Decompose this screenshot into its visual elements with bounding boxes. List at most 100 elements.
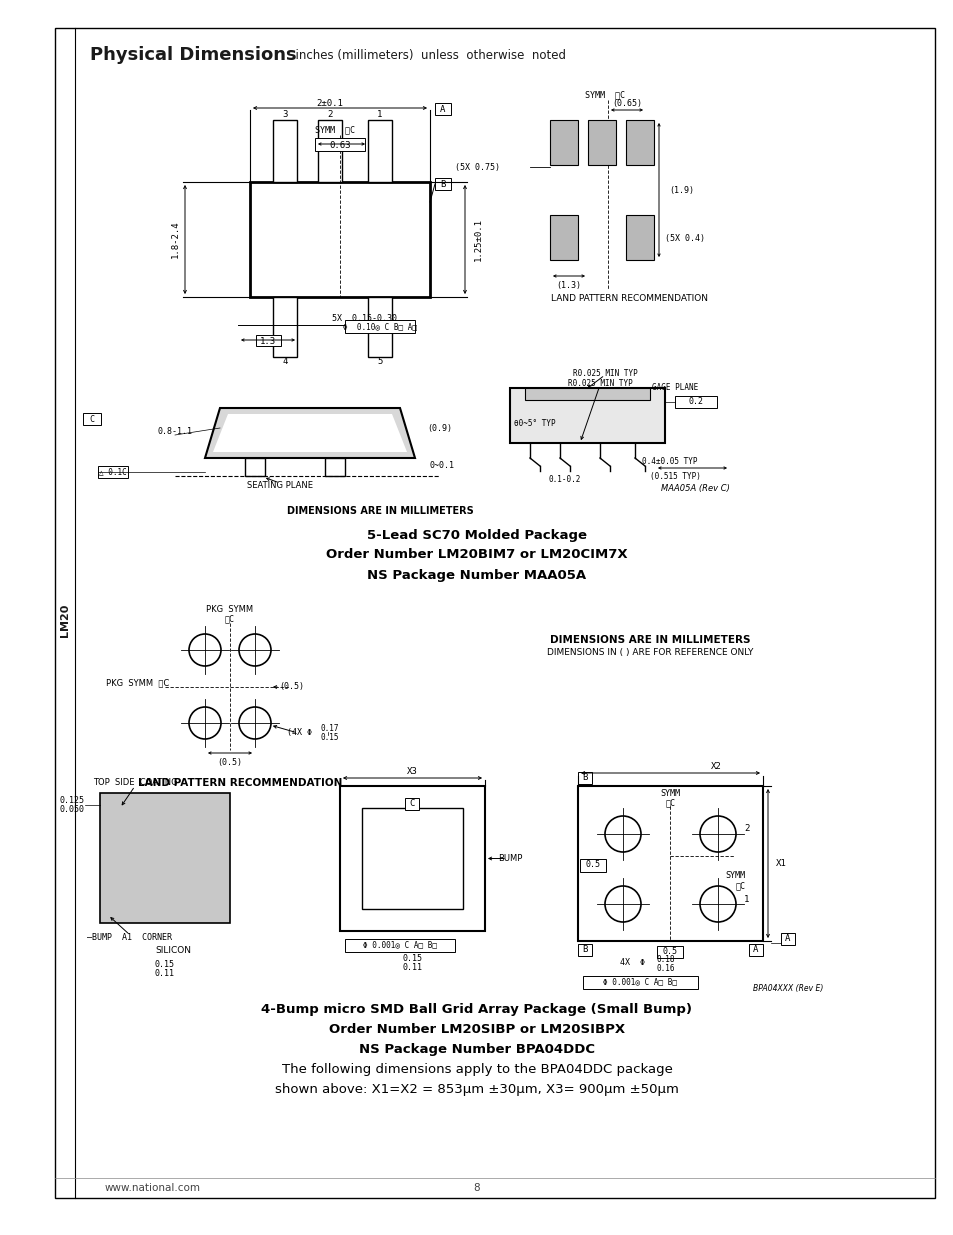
Bar xyxy=(368,120,392,182)
Bar xyxy=(314,138,365,151)
Text: 1: 1 xyxy=(377,110,382,119)
Bar xyxy=(579,860,605,872)
Text: ⎿C: ⎿C xyxy=(665,799,675,808)
Text: 0.15: 0.15 xyxy=(320,734,339,742)
Text: SILICON: SILICON xyxy=(154,946,191,956)
Text: 2±0.1: 2±0.1 xyxy=(316,99,343,107)
Bar xyxy=(578,772,592,784)
Text: (0.5): (0.5) xyxy=(279,683,304,692)
Text: LAND PATTERN RECOMMENDATION: LAND PATTERN RECOMMENDATION xyxy=(551,294,708,303)
Polygon shape xyxy=(213,414,407,452)
Bar xyxy=(100,793,230,923)
Text: △ 0.1C: △ 0.1C xyxy=(99,468,127,477)
Text: 0.5: 0.5 xyxy=(585,861,599,869)
Text: 1: 1 xyxy=(743,895,749,904)
Text: 0.5: 0.5 xyxy=(662,947,678,956)
Text: 8: 8 xyxy=(474,1183,479,1193)
Bar xyxy=(435,103,451,115)
Text: NS Package Number MAA05A: NS Package Number MAA05A xyxy=(367,568,586,582)
Bar xyxy=(345,320,415,333)
Text: (0.5): (0.5) xyxy=(217,758,242,767)
Text: X3: X3 xyxy=(407,767,417,777)
Bar xyxy=(317,120,341,182)
Text: (1.3): (1.3) xyxy=(556,280,581,289)
Text: SYMM: SYMM xyxy=(659,789,679,799)
Bar xyxy=(361,808,462,909)
Text: 2: 2 xyxy=(327,110,333,119)
Text: DIMENSIONS ARE IN MILLIMETERS: DIMENSIONS ARE IN MILLIMETERS xyxy=(286,506,473,516)
Bar xyxy=(273,120,296,182)
Text: B: B xyxy=(440,179,445,189)
Text: (5X 0.4): (5X 0.4) xyxy=(664,233,704,242)
Text: 0.1-0.2: 0.1-0.2 xyxy=(548,475,580,484)
Text: Φ 0.001◎ C A□ B□: Φ 0.001◎ C A□ B□ xyxy=(602,977,677,987)
Text: 1.8-2.4: 1.8-2.4 xyxy=(171,221,179,258)
Bar xyxy=(510,388,664,443)
Text: 0.11: 0.11 xyxy=(154,969,174,978)
Text: Φ 0.001◎ C A□ B□: Φ 0.001◎ C A□ B□ xyxy=(363,941,436,950)
Text: (0.65): (0.65) xyxy=(612,99,641,107)
Text: DIMENSIONS IN ( ) ARE FOR REFERENCE ONLY: DIMENSIONS IN ( ) ARE FOR REFERENCE ONLY xyxy=(546,648,753,657)
Text: B: B xyxy=(581,946,587,955)
Text: θ0~5° TYP: θ0~5° TYP xyxy=(514,419,556,427)
Bar xyxy=(578,785,762,941)
Text: Order Number LM20BIM7 or LM20CIM7X: Order Number LM20BIM7 or LM20CIM7X xyxy=(326,548,627,562)
Bar xyxy=(255,335,281,346)
Text: Φ  0.10◎ C B□ A□: Φ 0.10◎ C B□ A□ xyxy=(343,322,416,331)
Text: 1.25±0.1: 1.25±0.1 xyxy=(473,219,482,261)
Text: ⎿C: ⎿C xyxy=(735,882,745,890)
Text: (5X 0.75): (5X 0.75) xyxy=(455,163,499,172)
Circle shape xyxy=(604,816,640,852)
Bar xyxy=(345,939,455,952)
Bar xyxy=(325,458,345,475)
Bar xyxy=(582,976,698,989)
Text: BPA04XXX (Rev E): BPA04XXX (Rev E) xyxy=(752,984,822,993)
Text: LM20: LM20 xyxy=(60,604,70,637)
Text: 4X  Φ: 4X Φ xyxy=(619,958,645,967)
Circle shape xyxy=(189,634,221,666)
Text: (4X Φ: (4X Φ xyxy=(287,729,313,737)
Bar xyxy=(748,944,762,956)
Circle shape xyxy=(239,634,271,666)
Bar xyxy=(657,946,682,958)
Text: C: C xyxy=(410,799,415,809)
Text: MAA05A (Rev C): MAA05A (Rev C) xyxy=(659,483,729,493)
Text: 4: 4 xyxy=(282,357,288,367)
Bar xyxy=(625,120,654,165)
Text: BUMP: BUMP xyxy=(497,853,521,863)
Bar xyxy=(781,932,794,945)
Bar xyxy=(625,215,654,261)
Text: 5X  0.15-0.30: 5X 0.15-0.30 xyxy=(333,314,397,322)
Text: SYMM  ⎿C: SYMM ⎿C xyxy=(314,126,355,135)
Bar xyxy=(578,944,592,956)
Text: 0~0.1: 0~0.1 xyxy=(429,461,454,469)
Text: 3: 3 xyxy=(282,110,288,119)
Text: 1.3: 1.3 xyxy=(259,336,275,346)
Text: The following dimensions apply to the BPA04DDC package: The following dimensions apply to the BP… xyxy=(281,1063,672,1077)
Text: 2: 2 xyxy=(743,825,749,834)
Text: 0.15: 0.15 xyxy=(154,961,174,969)
Circle shape xyxy=(604,885,640,923)
Circle shape xyxy=(700,816,735,852)
Text: (0.9): (0.9) xyxy=(427,424,452,432)
Text: TOP  SIDE  COATING: TOP SIDE COATING xyxy=(92,778,177,788)
Text: 0.17: 0.17 xyxy=(320,725,339,734)
Bar xyxy=(524,388,649,400)
Text: 0.4±0.05 TYP: 0.4±0.05 TYP xyxy=(641,457,697,466)
Bar xyxy=(405,798,419,810)
Text: (0.515 TYP): (0.515 TYP) xyxy=(649,472,700,480)
Text: LAND PATTERN RECOMMENDATION: LAND PATTERN RECOMMENDATION xyxy=(137,778,342,788)
Text: 0.2: 0.2 xyxy=(688,398,702,406)
Text: 0.16: 0.16 xyxy=(656,965,675,973)
Bar xyxy=(587,120,616,165)
Text: www.national.com: www.national.com xyxy=(105,1183,201,1193)
Text: 0.63: 0.63 xyxy=(329,141,351,149)
Text: SEATING PLANE: SEATING PLANE xyxy=(247,480,313,489)
Text: 0.11: 0.11 xyxy=(402,963,422,972)
Text: SYMM: SYMM xyxy=(724,872,744,881)
Text: NS Package Number BPA04DDC: NS Package Number BPA04DDC xyxy=(358,1044,595,1056)
Text: R0.025 MIN TYP: R0.025 MIN TYP xyxy=(572,368,637,378)
Text: 0.8-1.1: 0.8-1.1 xyxy=(157,426,193,436)
Text: A: A xyxy=(440,105,445,114)
Circle shape xyxy=(239,706,271,739)
